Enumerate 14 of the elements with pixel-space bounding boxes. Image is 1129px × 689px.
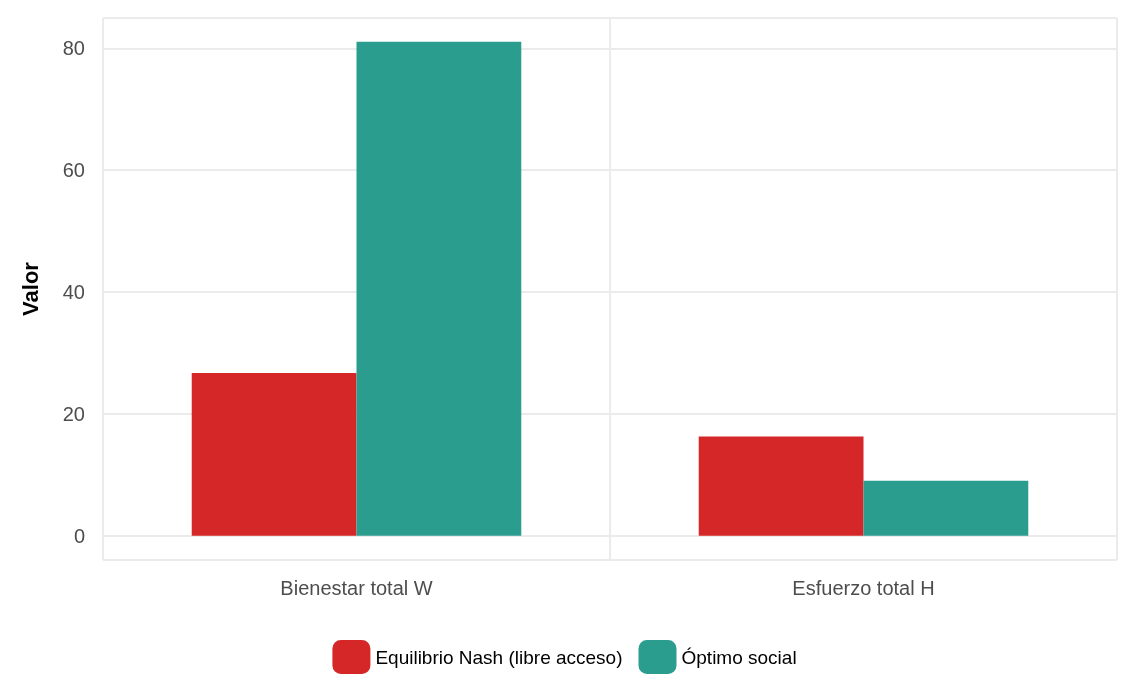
legend-label: Óptimo social: [681, 646, 797, 668]
y-axis-title: Valor: [17, 261, 43, 316]
y-tick-label: 0: [73, 524, 85, 547]
legend-label: Equilibrio Nash (libre acceso): [375, 646, 623, 668]
bar: [356, 41, 522, 536]
bar: [191, 373, 357, 536]
y-tick-label: 20: [62, 402, 85, 425]
x-tick-label: Bienestar total W: [280, 577, 433, 599]
bar: [863, 480, 1029, 536]
y-tick-label: 40: [62, 281, 85, 304]
x-tick-label: Esfuerzo total H: [792, 577, 935, 599]
y-tick-label: 80: [62, 37, 85, 60]
bar: [698, 436, 864, 536]
y-tick-label: 60: [62, 159, 85, 182]
